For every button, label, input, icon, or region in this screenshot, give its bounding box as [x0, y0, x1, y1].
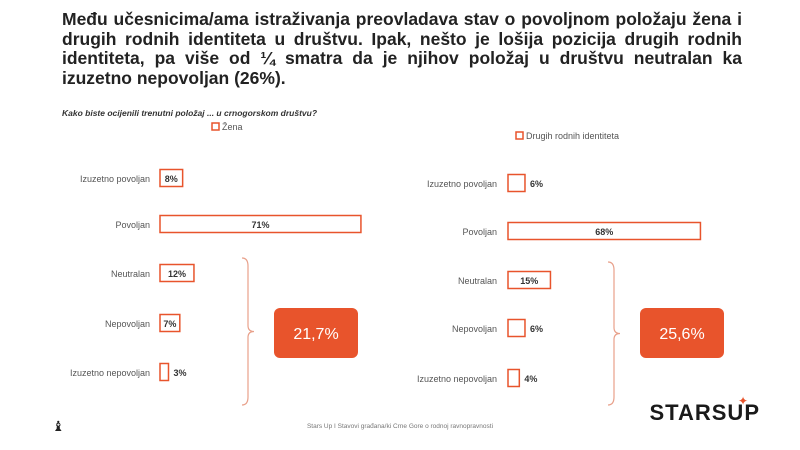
category-label: Povoljan — [115, 220, 150, 230]
summary-box — [640, 308, 724, 358]
category-label: Nepovoljan — [105, 319, 150, 329]
data-label: 7% — [163, 319, 176, 329]
headline: Među učesnicima/ama istraživanja preovla… — [62, 9, 742, 88]
bar — [159, 168, 184, 188]
data-label: 6% — [530, 179, 543, 189]
category-label: Nepovoljan — [452, 324, 497, 334]
data-label: 4% — [524, 374, 537, 384]
summary-value: 25,6% — [659, 326, 704, 343]
bar — [507, 368, 521, 388]
category-label: Povoljan — [462, 227, 497, 237]
bracket — [241, 257, 255, 406]
legend-label: Drugih rodnih identiteta — [526, 131, 619, 141]
data-label: 15% — [520, 276, 538, 286]
data-label: 3% — [173, 368, 186, 378]
summary-value: 21,7% — [293, 326, 338, 343]
data-label: 68% — [595, 227, 613, 237]
data-label: 8% — [165, 174, 178, 184]
chess-icon: ♝ — [52, 418, 65, 434]
category-label: Izuzetno nepovoljan — [417, 374, 497, 384]
category-label: Izuzetno nepovoljan — [70, 368, 150, 378]
bar — [159, 263, 195, 283]
category-label: Izuzetno povoljan — [427, 179, 497, 189]
bar — [507, 270, 552, 290]
category-label: Neutralan — [111, 269, 150, 279]
bracket — [607, 261, 621, 406]
bar — [159, 362, 170, 382]
data-label: 12% — [168, 269, 186, 279]
data-label: 71% — [251, 220, 269, 230]
bar — [159, 313, 181, 333]
summary-box — [274, 308, 358, 358]
logo: STARSUP — [649, 400, 760, 425]
legend-swatch — [211, 122, 220, 131]
question: Kako biste ocijenili trenutni položaj ..… — [62, 108, 318, 118]
category-label: Izuzetno povoljan — [80, 174, 150, 184]
legend-swatch — [515, 131, 524, 140]
bar — [507, 318, 526, 338]
bar — [507, 173, 526, 193]
star-icon: ✦ — [737, 394, 748, 408]
data-label: 6% — [530, 324, 543, 334]
legend-label: Žena — [222, 122, 243, 132]
bar — [159, 214, 362, 234]
footer: Stars Up I Stavovi građana/ki Crne Gore … — [306, 423, 494, 430]
bar — [507, 221, 702, 241]
category-label: Neutralan — [458, 276, 497, 286]
